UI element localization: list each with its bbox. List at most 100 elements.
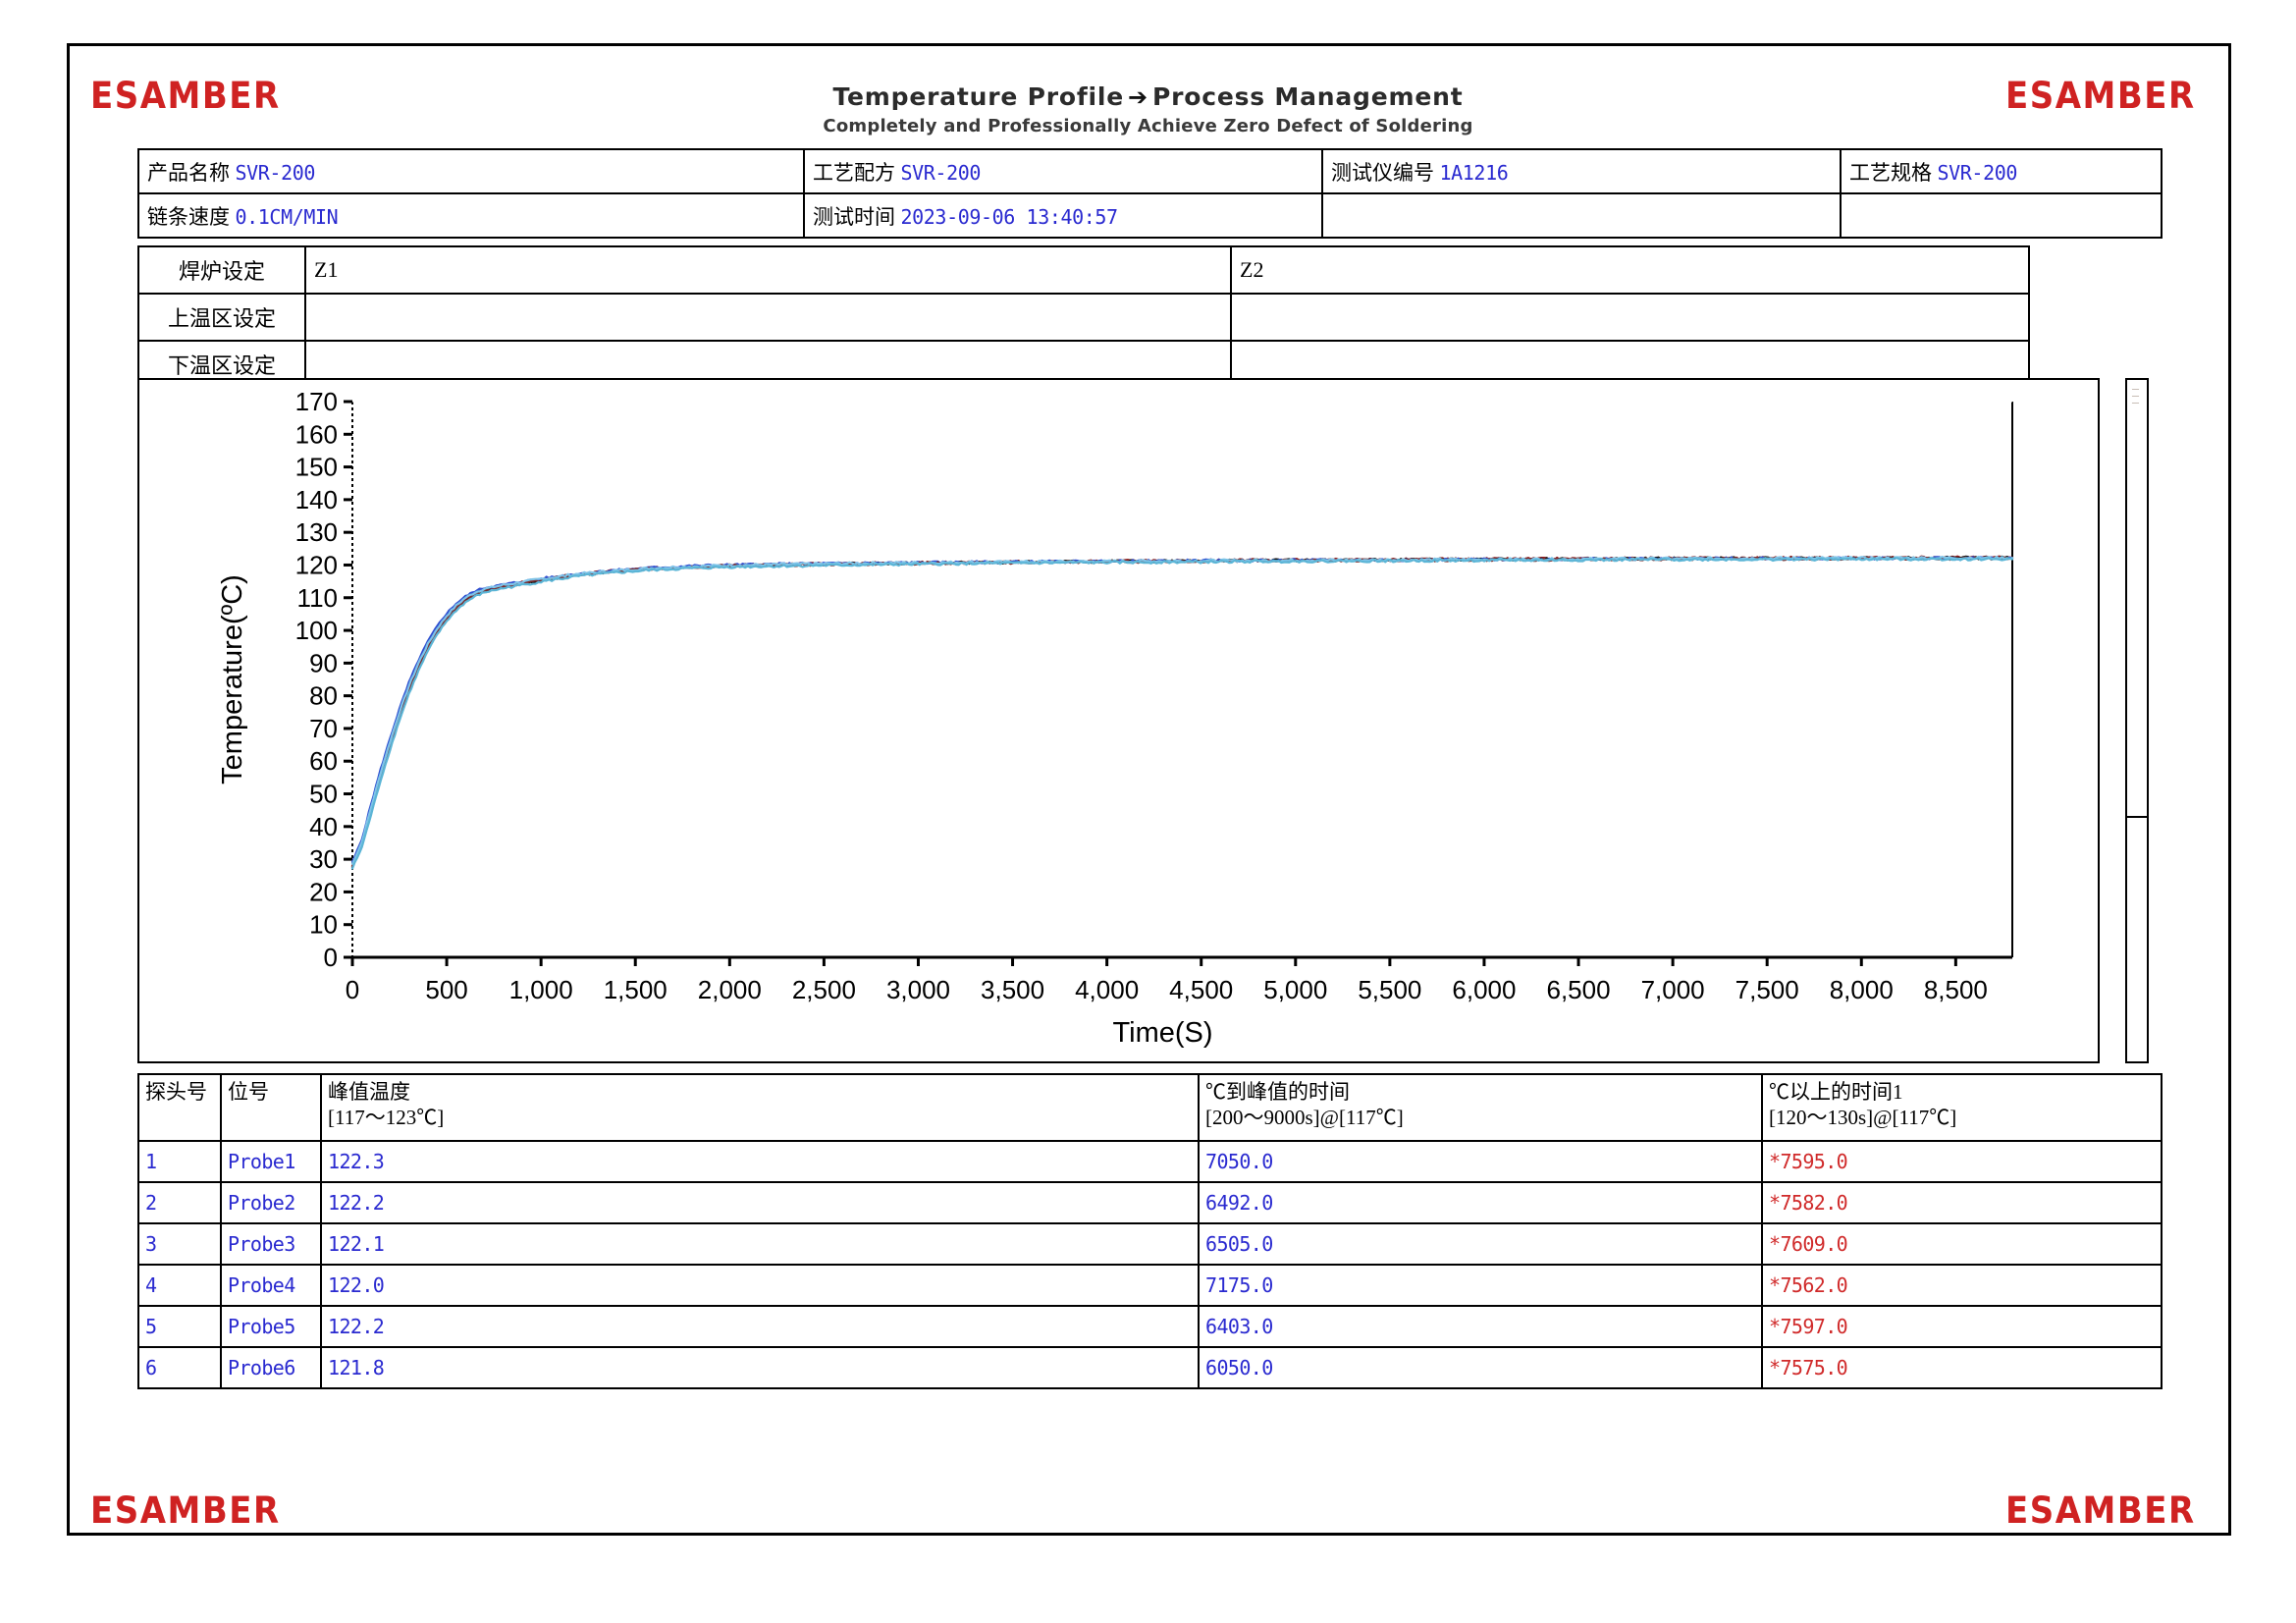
table-header-row: 探头号 位号 峰值温度 [117～123℃] ℃到峰值的时间 [200～9000…	[137, 1073, 2163, 1142]
y-axis-tick-label: 20	[309, 877, 338, 906]
cell-test-time: 测试时间 2023-09-06 13:40:57	[803, 192, 1323, 239]
y-axis-tick-label: 110	[297, 583, 338, 613]
cell-probe-no-text: 2	[145, 1191, 157, 1215]
cell-time-above-text: *7595.0	[1769, 1150, 1848, 1173]
cell-time-above: *7609.0	[1761, 1222, 2163, 1266]
cell-peak-temp-text: 122.2	[328, 1315, 385, 1338]
chart-svg: 0 10 20 30 40 50 60 70 80 90 100 110 120 130 140 150 160…	[217, 387, 2014, 1049]
value-tester-id: 1A1216	[1439, 160, 1509, 185]
x-axis-tick-label: 7,500	[1735, 975, 1799, 1004]
cell-position-no: Probe4	[220, 1264, 322, 1307]
x-axis-tick-label: 0	[346, 975, 359, 1004]
table-row: 2 Probe2 122.2 6492.0 *7582.0	[137, 1181, 2163, 1224]
label-furnace-setting: 焊炉设定	[137, 245, 306, 295]
table-row: 3 Probe3 122.1 6505.0 *7609.0	[137, 1222, 2163, 1266]
header-time-to-peak-line2: [200～9000s]@[117℃]	[1205, 1106, 1404, 1130]
probe-results-table: 探头号 位号 峰值温度 [117～123℃] ℃到峰值的时间 [200～9000…	[137, 1073, 2163, 1389]
cell-time-above-text: *7562.0	[1769, 1273, 1848, 1297]
cell-time-above-text: *7575.0	[1769, 1356, 1848, 1380]
product-info-table: 产品名称 SVR-200 工艺配方 SVR-200 测试仪编号 1A1216 工…	[137, 148, 2163, 239]
x-axis-tick-label: 6,000	[1452, 975, 1516, 1004]
value-chain-speed: 0.1CM/MIN	[235, 204, 339, 229]
cell-peak-temp-text: 122.3	[328, 1150, 385, 1173]
header-position-no: 位号	[220, 1073, 322, 1142]
arrow-right-icon: ➔	[1128, 83, 1148, 111]
y-axis-tick-label: 60	[309, 746, 338, 776]
y-axis-tick-label: 30	[309, 844, 338, 874]
value-recipe: SVR-200	[900, 160, 982, 185]
cell-probe-no-text: 3	[145, 1232, 157, 1256]
cell-time-above: *7595.0	[1761, 1140, 2163, 1183]
x-axis-tick-label: 4,500	[1169, 975, 1233, 1004]
cell-time-above: *7575.0	[1761, 1346, 2163, 1389]
y-axis-tick-label: 120	[295, 550, 338, 579]
x-axis-tick-label: 5,500	[1358, 975, 1421, 1004]
header-peak-temp: 峰值温度 [117～123℃]	[320, 1073, 1200, 1142]
cell-peak-temp: 122.3	[320, 1140, 1200, 1183]
x-axis-tick-label: 3,000	[886, 975, 950, 1004]
y-axis-tick-label: 90	[309, 648, 338, 677]
x-axis-tick-label: 8,500	[1924, 975, 1988, 1004]
table-row: 5 Probe5 122.2 6403.0 *7597.0	[137, 1305, 2163, 1348]
value-test-time: 2023-09-06 13:40:57	[900, 204, 1119, 229]
label-upper-zone: 上温区设定	[137, 293, 306, 342]
y-axis-tick-label: 80	[309, 681, 338, 711]
cell-probe-no: 2	[137, 1181, 222, 1224]
results-body: 1 Probe1 122.3 7050.0 *7595.0 2 Probe2 122.2 649…	[137, 1140, 2163, 1389]
header-time-above-line2: [120～130s]@[117℃]	[1769, 1106, 1957, 1130]
temperature-profile-chart: 0 10 20 30 40 50 60 70 80 90 100 110 120 130 140 150 160…	[137, 378, 2100, 1063]
cell-time-above-text: *7597.0	[1769, 1315, 1848, 1338]
x-axis-tick-label: 7,000	[1641, 975, 1705, 1004]
value-product-name: SVR-200	[235, 160, 316, 185]
page-subtitle: Completely and Professionally Achieve Ze…	[823, 116, 1473, 136]
cell-peak-temp-text: 121.8	[328, 1356, 385, 1380]
y-axis-tick-label: 170	[295, 387, 338, 416]
cell-peak-temp: 121.8	[320, 1346, 1200, 1389]
y-axis-tick-label: 50	[309, 780, 338, 809]
cell-time-to-peak: 6403.0	[1198, 1305, 1763, 1348]
page-title: Temperature Profile ➔ Process Management	[0, 82, 2296, 111]
cell-product-name: 产品名称 SVR-200	[137, 148, 805, 194]
cell-time-above: *7582.0	[1761, 1181, 2163, 1224]
cell-time-above-text: *7609.0	[1769, 1232, 1848, 1256]
cell-peak-temp-text: 122.1	[328, 1232, 385, 1256]
brand-logo-top-right: ESAMBER	[2005, 75, 2196, 117]
cell-probe-no: 5	[137, 1305, 222, 1348]
header-probe-no: 探头号	[137, 1073, 222, 1142]
y-axis-tick-label: 140	[295, 485, 338, 514]
label-chain-speed: 链条速度	[147, 204, 230, 229]
x-axis-tick-label: 8,000	[1830, 975, 1894, 1004]
x-axis-title: Time(S)	[1112, 1017, 1212, 1049]
cell-blank-b	[1840, 192, 2163, 239]
label-recipe: 工艺配方	[813, 160, 895, 185]
chart-series-probe5	[350, 555, 2014, 865]
furnace-zone-table: 焊炉设定 Z1 Z2 上温区设定 下温区设定	[137, 245, 2030, 389]
cell-position-no: Probe1	[220, 1140, 322, 1183]
table-row: 焊炉设定 Z1 Z2	[137, 245, 2030, 295]
x-axis-tick-label: 2,000	[698, 975, 762, 1004]
x-axis-tick-label: 3,500	[981, 975, 1044, 1004]
y-axis-tick-label: 100	[295, 616, 338, 645]
table-row: 4 Probe4 122.0 7175.0 *7562.0	[137, 1264, 2163, 1307]
cell-position-no-text: Probe2	[228, 1191, 295, 1215]
cell-zone2-header: Z2	[1230, 245, 2030, 295]
header-peak-temp-line1: 峰值温度	[328, 1080, 410, 1104]
cell-recipe: 工艺配方 SVR-200	[803, 148, 1323, 194]
cell-time-to-peak: 6505.0	[1198, 1222, 1763, 1266]
cell-position-no: Probe2	[220, 1181, 322, 1224]
chart-series-probe4	[350, 556, 2014, 868]
cell-position-no-text: Probe5	[228, 1315, 295, 1338]
cell-peak-temp: 122.2	[320, 1305, 1200, 1348]
cell-time-to-peak-text: 7175.0	[1205, 1273, 1273, 1297]
cell-position-no-text: Probe4	[228, 1273, 295, 1297]
label-product-name: 产品名称	[147, 160, 230, 185]
cell-position-no: Probe5	[220, 1305, 322, 1348]
cell-tester-id: 测试仪编号 1A1216	[1321, 148, 1842, 194]
header-time-above: ℃以上的时间1 [120～130s]@[117℃]	[1761, 1073, 2163, 1142]
page-title-left: Temperature Profile	[832, 82, 1125, 111]
cell-chain-speed: 链条速度 0.1CM/MIN	[137, 192, 805, 239]
chart-legend-box: — — —	[2125, 378, 2149, 1063]
chart-series-probe6	[350, 557, 2014, 870]
header-time-to-peak-line1: ℃到峰值的时间	[1205, 1080, 1350, 1104]
